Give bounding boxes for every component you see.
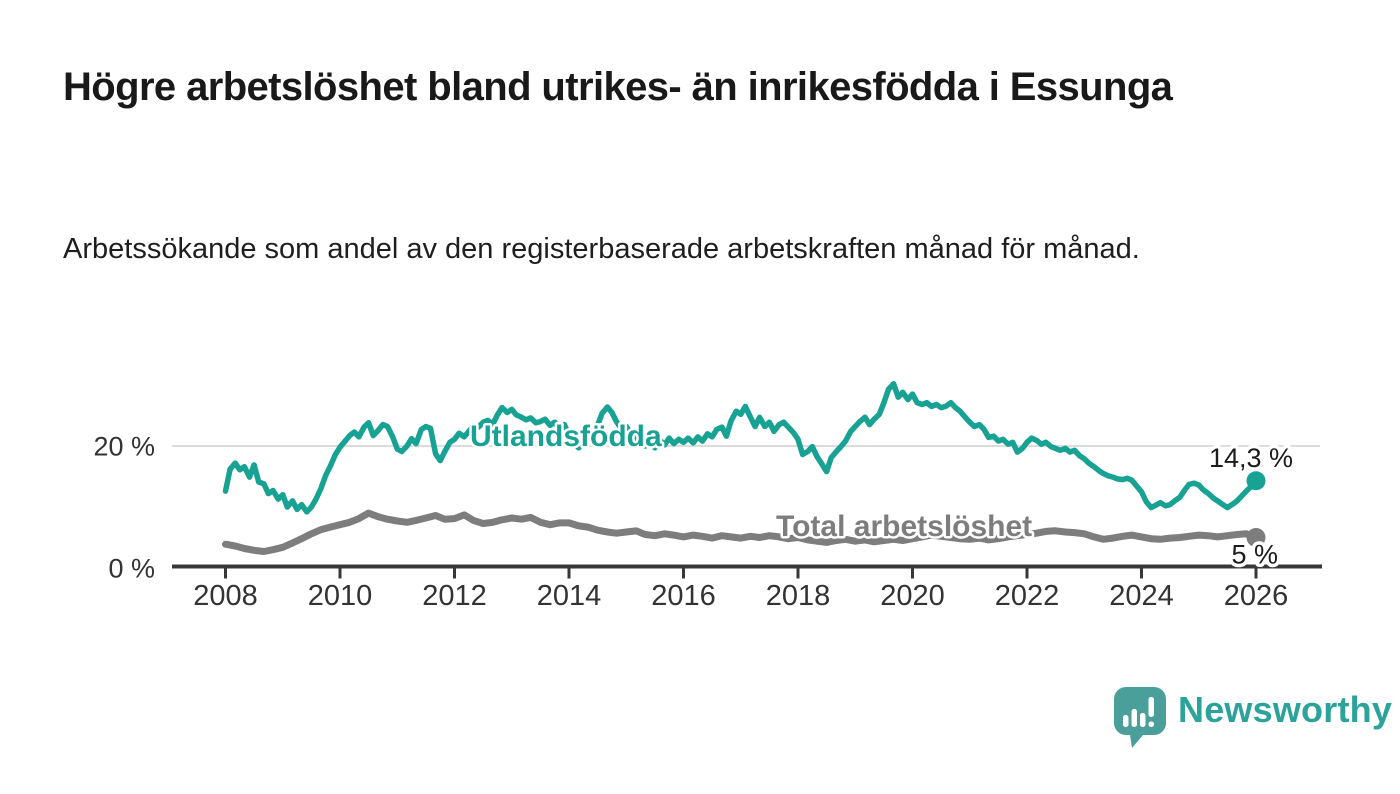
x-axis-tick-label: 2022 (995, 580, 1060, 612)
end-dot-utlandsf-dda (1246, 471, 1266, 491)
x-axis-tick-label: 2026 (1224, 580, 1289, 612)
series-line-utlandsf-dda (222, 381, 1259, 515)
end-dot-total-arbetsl-shet (1246, 528, 1266, 547)
x-axis-tick-label: 2024 (1109, 580, 1174, 612)
line-chart: 0 % 20 % 2008 2010 2012 2014 2016 2018 2020 2022 2… (93, 381, 1322, 612)
x-axis-tick-label: 2020 (880, 580, 945, 612)
x-axis-tick-label: 2008 (193, 580, 258, 612)
page-title: Högre arbetslöshet bland utrikes- än inr… (63, 65, 1173, 109)
brand-name: Newsworthy (1178, 689, 1393, 730)
end-value-label-utlandsf-dda: 14,3 % (1209, 443, 1293, 473)
x-axis-tick-label: 2016 (651, 580, 716, 612)
series-label-total-arbetsl-shet: Total arbetslöshet (776, 510, 1032, 543)
x-axis-tick-label: 2014 (537, 580, 602, 612)
series-line-total-arbetsl-shet (222, 509, 1260, 555)
chart-subtitle: Arbetssökande som andel av den registerb… (63, 233, 1140, 265)
x-axis-tick-label: 2010 (308, 580, 373, 612)
series-label-utlandsf-dda: Utlandsfödda (470, 420, 662, 453)
x-axis-tick-label: 2012 (422, 580, 487, 612)
end-value-label-total-arbetsl-shet: 5 % (1231, 540, 1278, 570)
newsworthy-logo-icon (1113, 686, 1167, 748)
x-axis-tick-label: 2018 (766, 580, 831, 612)
y-axis-tick-label: 0 % (108, 554, 155, 584)
y-axis-tick-label: 20 % (93, 432, 155, 462)
